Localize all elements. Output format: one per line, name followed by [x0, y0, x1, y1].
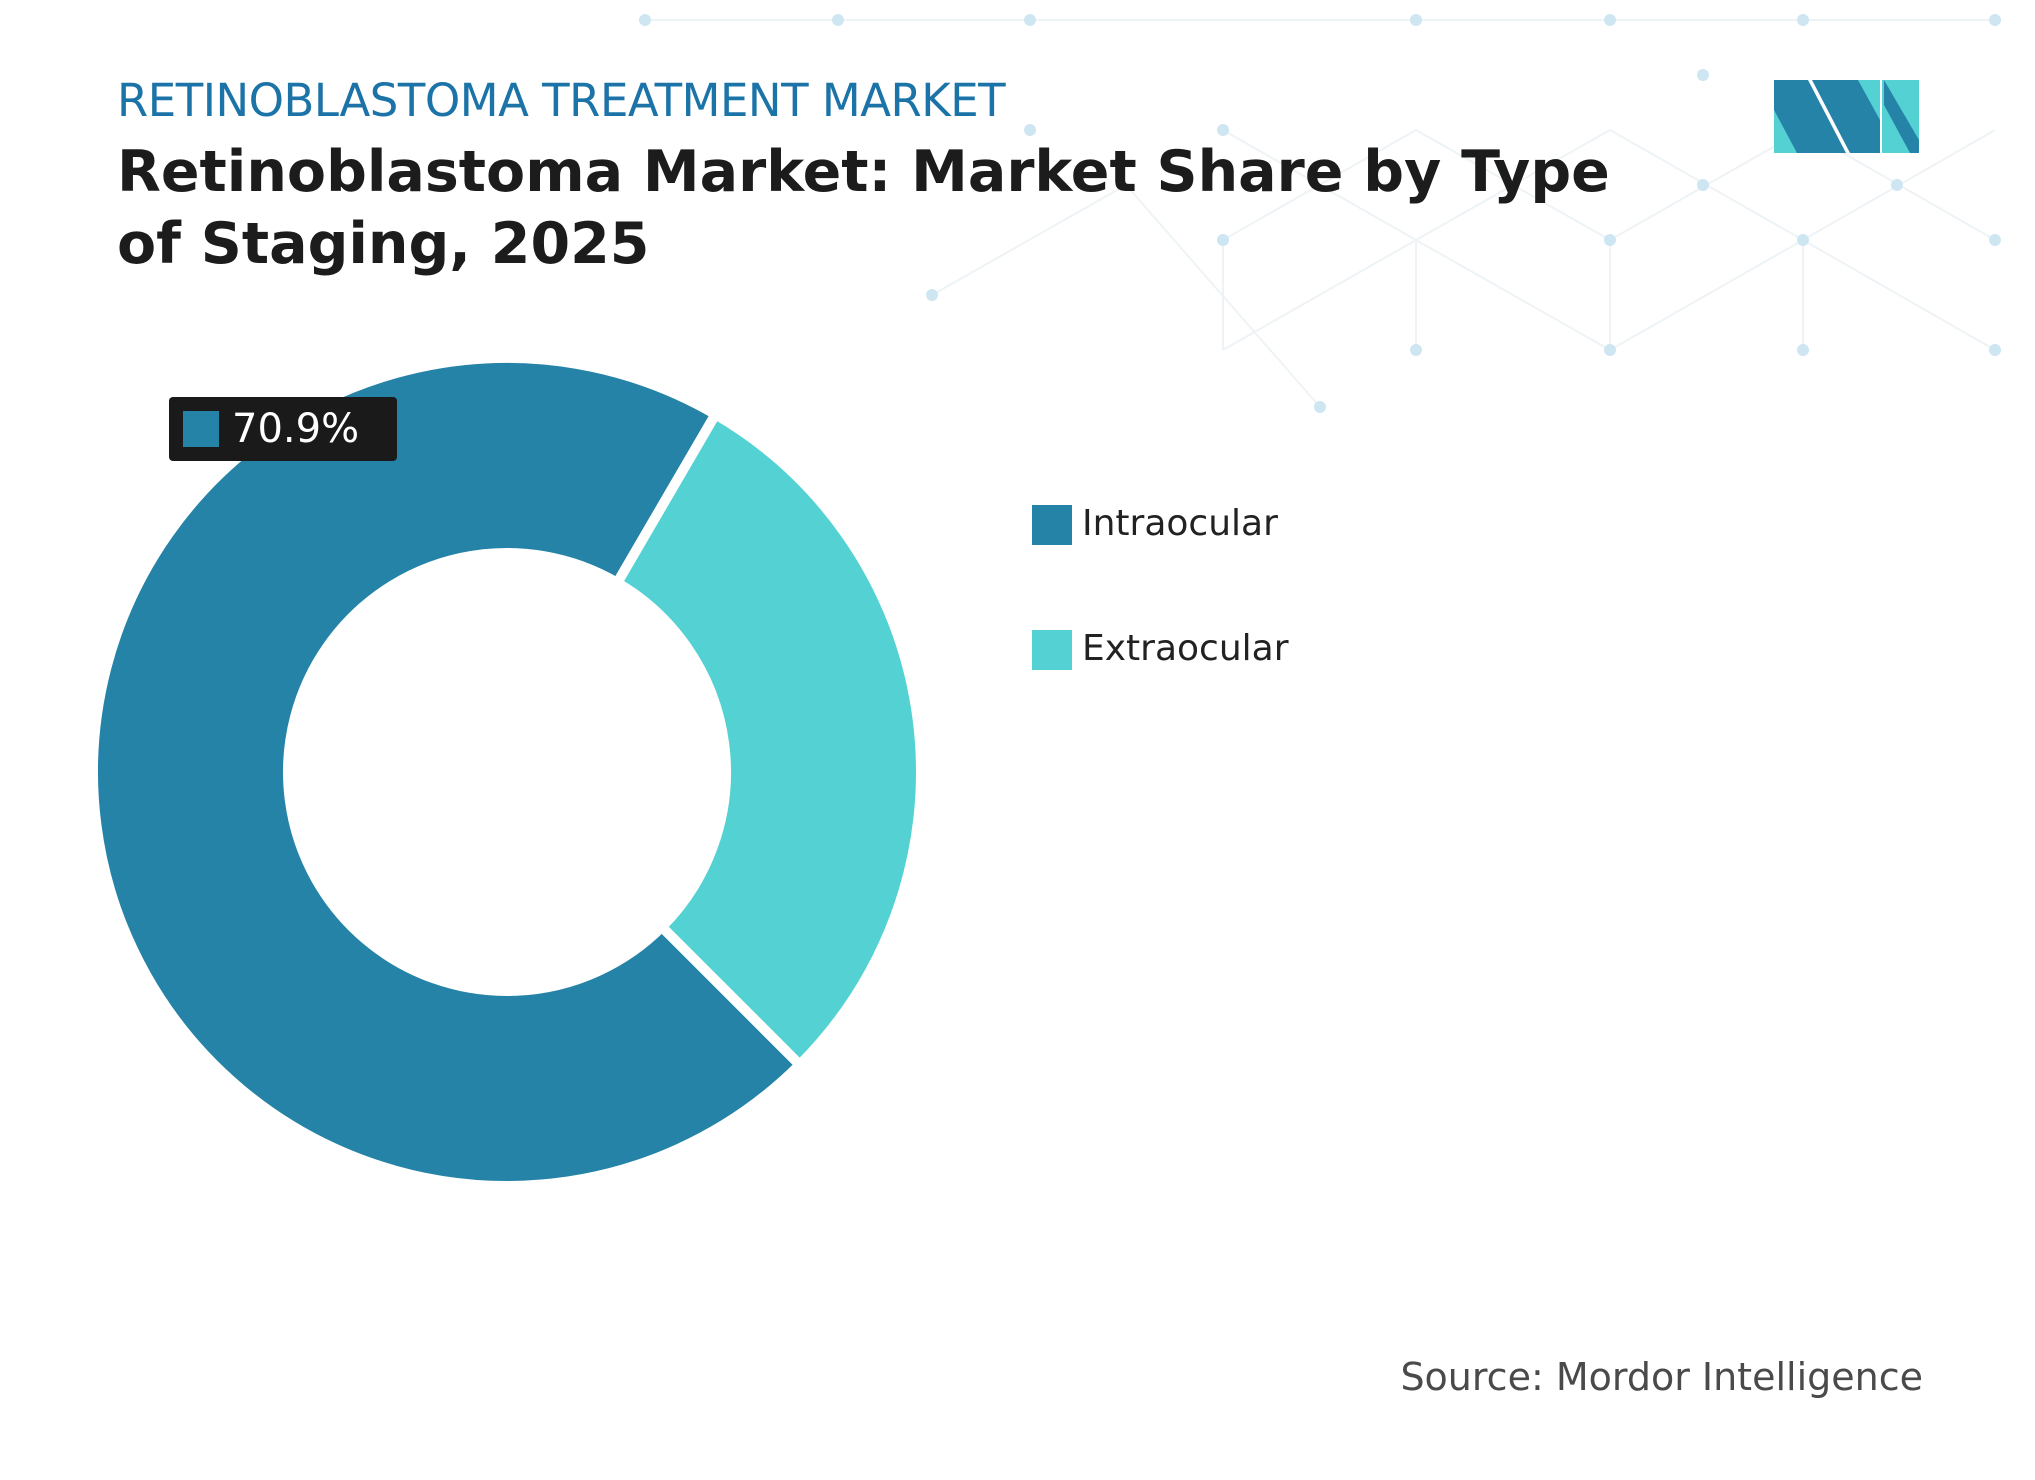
- chart-title: Retinoblastoma Market: Market Share by T…: [117, 139, 1610, 277]
- value-label: 70.9%: [232, 406, 359, 452]
- chart-kicker: RETINOBLASTOMA TREATMENT MARKET: [117, 74, 1006, 127]
- source: Source: Mordor Intelligence: [1400, 1355, 1923, 1399]
- legend-label: Intraocular: [1082, 503, 1278, 544]
- value-label-box: [169, 397, 397, 461]
- legend-label: Extraocular: [1082, 628, 1289, 669]
- slice: [610, 407, 926, 1072]
- logo: [1774, 80, 1919, 153]
- legend-swatch: [1032, 630, 1072, 670]
- donut: [88, 353, 926, 1191]
- legend-swatch: [1032, 505, 1072, 545]
- background-dots: [639, 14, 2001, 413]
- value-label-swatch: [183, 411, 219, 447]
- labels: 70.9% Intraocular Extraocular: [169, 397, 1289, 670]
